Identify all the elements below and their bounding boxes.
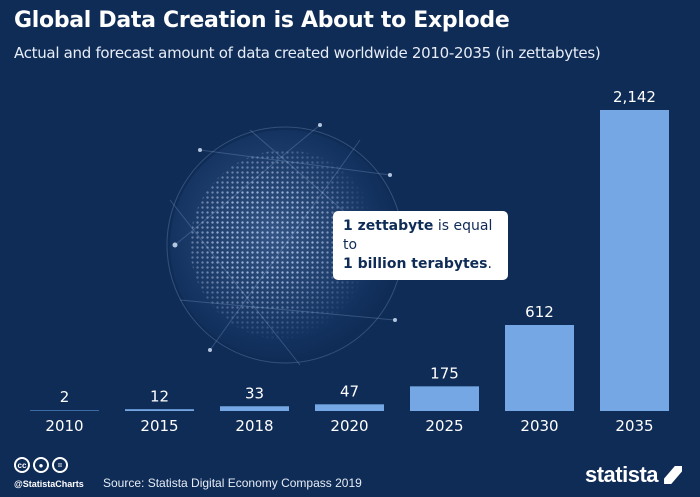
- chart-subtitle: Actual and forecast amount of data creat…: [14, 44, 601, 62]
- statista-logo-icon: [664, 466, 683, 484]
- value-label-2015: 12: [150, 387, 169, 405]
- value-label-2025: 175: [430, 364, 459, 382]
- x-tick-label-2020: 2020: [330, 417, 368, 435]
- license-icons: cc ● =: [14, 457, 68, 473]
- x-tick-label-2035: 2035: [615, 417, 653, 435]
- bar-2010: [30, 410, 99, 411]
- value-label-2035: 2,142: [613, 88, 656, 106]
- callout-bold-2: 1 billion terabytes: [343, 256, 488, 272]
- bar-2015: [125, 409, 194, 411]
- source-text: Source: Statista Digital Economy Compass…: [103, 476, 362, 490]
- statista-logo[interactable]: statista: [585, 462, 683, 488]
- value-label-2010: 2: [60, 388, 70, 406]
- nd-icon: =: [52, 457, 68, 473]
- bar-2025: [410, 386, 479, 411]
- zettabyte-callout: 1 zettabyte is equal to 1 billion teraby…: [333, 211, 508, 280]
- logo-text: statista: [585, 462, 659, 487]
- chart-title: Global Data Creation is About to Explode: [14, 8, 510, 33]
- x-tick-label-2010: 2010: [45, 417, 83, 435]
- x-tick-label-2015: 2015: [140, 417, 178, 435]
- callout-text-1: is equal to: [343, 218, 493, 253]
- bar-2030: [505, 325, 574, 411]
- cc-icon: cc: [14, 457, 30, 473]
- bar-2020: [315, 404, 384, 411]
- value-label-2030: 612: [525, 303, 554, 321]
- bar-2035: [600, 110, 669, 411]
- callout-text-2: .: [487, 256, 492, 272]
- x-tick-label-2025: 2025: [425, 417, 463, 435]
- by-icon: ●: [33, 457, 49, 473]
- twitter-handle[interactable]: @StatistaCharts: [14, 479, 84, 489]
- value-label-2020: 47: [340, 382, 359, 400]
- x-tick-label-2018: 2018: [235, 417, 273, 435]
- x-tick-label-2030: 2030: [520, 417, 558, 435]
- value-label-2018: 33: [245, 384, 264, 402]
- bar-2018: [220, 406, 289, 411]
- callout-bold-1: 1 zettabyte: [343, 218, 434, 234]
